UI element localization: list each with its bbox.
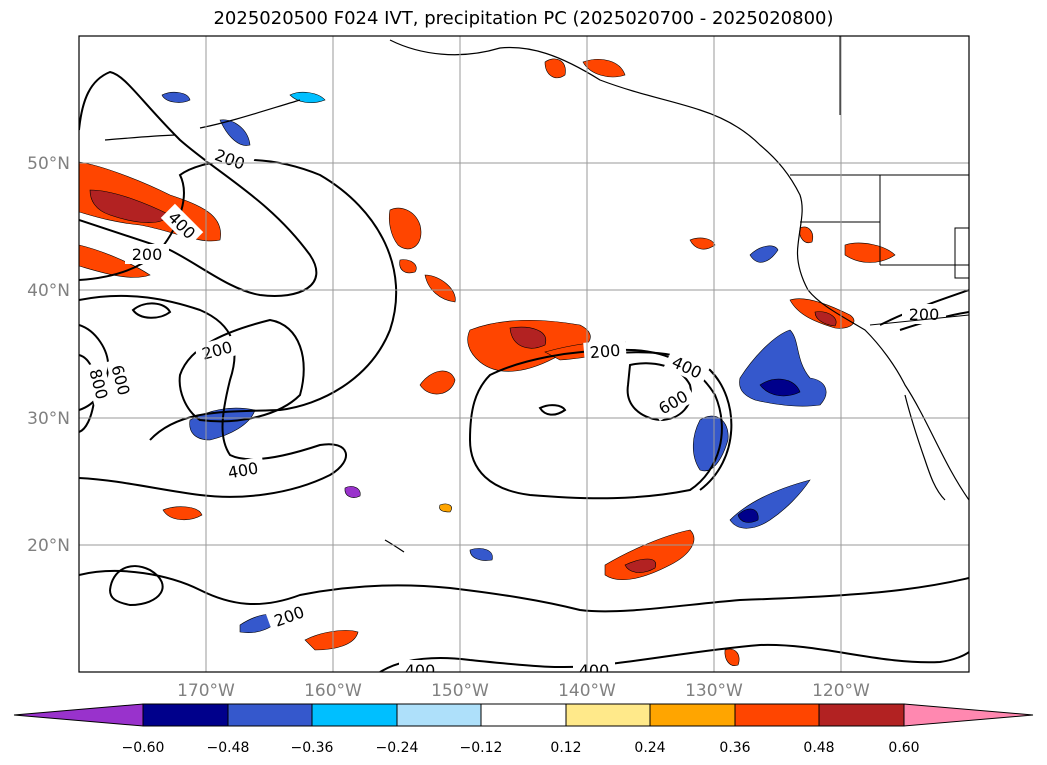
negative-region-south-east-core xyxy=(737,508,759,523)
lat-label: 50°N xyxy=(27,154,70,174)
lon-label: 140°W xyxy=(558,681,616,701)
ivt-contour-east-inner xyxy=(626,362,692,422)
positive-region-northeast-coast-2 xyxy=(582,59,626,78)
positive-region-west-central xyxy=(419,370,456,395)
chart-title: 2025020500 F024 IVT, precipitation PC (2… xyxy=(213,8,834,29)
positive-region-mid-1 xyxy=(399,259,417,274)
colorbar-segment xyxy=(649,703,736,727)
negative-region-purple xyxy=(344,486,361,498)
colorbar-segment xyxy=(480,703,567,727)
colorbar-segment xyxy=(396,703,482,727)
border-us-mexico xyxy=(869,314,969,326)
ivt-contour-bottom-400 xyxy=(379,643,969,672)
colorbar-segment xyxy=(565,703,651,727)
contour-label: 400 xyxy=(405,661,436,680)
negative-region-central-east xyxy=(692,415,729,472)
positive-region-north-central xyxy=(388,207,422,250)
lon-label: 170°W xyxy=(177,681,235,701)
colorbar-segment xyxy=(13,703,144,727)
colorbar-segment xyxy=(311,703,398,727)
lon-label: 130°W xyxy=(685,681,743,701)
colorbar-segment xyxy=(903,703,1034,727)
ivt-contour-northwest xyxy=(79,70,318,297)
positive-region-subtropical-core xyxy=(624,558,657,573)
colorbar-tick-label: −0.60 xyxy=(122,740,165,756)
plot-frame xyxy=(78,35,970,673)
contour-label-layer: 200 400 200 200 800 600 400 200 400 600 … xyxy=(83,141,946,680)
contour-label: 200 xyxy=(909,305,940,324)
coastline-hawaii xyxy=(384,539,405,553)
positive-region-south xyxy=(304,630,359,651)
negative-region-east-pacific-core xyxy=(759,378,801,397)
positive-region-south-small xyxy=(724,648,740,666)
colorbar-segment xyxy=(227,703,313,727)
colorbar xyxy=(13,703,1034,727)
colorbar-ticks: −0.60 −0.48 −0.36 −0.24 −0.12 0.12 0.24 … xyxy=(122,740,920,756)
colorbar-tick-label: 0.60 xyxy=(888,740,919,756)
colorbar-tick-label: −0.48 xyxy=(207,740,250,756)
colorbar-tick-label: 0.36 xyxy=(719,740,750,756)
negative-region-oregon-coast xyxy=(749,245,779,263)
positive-region-mid-2 xyxy=(424,274,456,303)
contour-label: 200 xyxy=(589,341,621,363)
positive-region-southwest xyxy=(162,506,203,520)
ivt-contour-small-loop xyxy=(131,302,172,319)
colorbar-segment xyxy=(142,703,229,727)
positive-region-central-core xyxy=(509,326,547,349)
negative-region-east-pacific xyxy=(739,329,827,407)
gridlines xyxy=(79,36,969,672)
ivt-contours xyxy=(79,70,969,672)
lon-label: 120°W xyxy=(812,681,870,701)
colorbar-tick-label: −0.12 xyxy=(460,740,503,756)
lat-label: 30°N xyxy=(27,409,70,429)
positive-region-east-small xyxy=(689,237,716,250)
lat-label: 40°N xyxy=(27,281,70,301)
positive-region-northeast-coast-1 xyxy=(544,58,566,79)
border-states-3 xyxy=(954,227,969,279)
colorbar-segment xyxy=(734,703,820,727)
contour-label: 400 xyxy=(579,661,610,680)
negative-region-hawaii xyxy=(469,548,493,561)
ivt-contour-south-200 xyxy=(79,570,969,613)
lon-label: 150°W xyxy=(431,681,489,701)
colorbar-tick-label: 0.12 xyxy=(550,740,581,756)
colorbar-tick-label: 0.48 xyxy=(803,740,834,756)
latitude-labels: 50°N 40°N 30°N 20°N xyxy=(27,154,70,556)
colorbar-tick-label: 0.24 xyxy=(634,740,665,756)
political-borders xyxy=(790,36,969,326)
ivt-contour-south-loop xyxy=(109,565,164,607)
colorbar-tick-label: −0.24 xyxy=(376,740,419,756)
border-states-1 xyxy=(879,175,969,266)
ivt-contour-small-inner xyxy=(538,404,567,416)
map-plot-area: 200 400 200 200 800 600 400 200 400 600 … xyxy=(79,36,969,680)
coastline-aleutians xyxy=(104,99,301,141)
colorbar-tick-label: −0.36 xyxy=(291,740,334,756)
negative-region-northwest-2 xyxy=(219,119,251,146)
lat-label: 20°N xyxy=(27,536,70,556)
coastline-alaska xyxy=(389,39,969,501)
positive-region-northwest-core xyxy=(89,189,171,223)
positive-region-interior xyxy=(844,242,896,263)
ivt-contour-east-outer xyxy=(594,351,733,491)
longitude-labels: 170°W 160°W 150°W 140°W 130°W 120°W xyxy=(177,681,870,701)
ivt-contour-west-loop xyxy=(79,294,347,498)
colorbar-segment xyxy=(818,703,905,727)
contour-label: 200 xyxy=(132,245,163,264)
negative-region-northwest-1 xyxy=(161,91,191,103)
coastline-baja xyxy=(904,394,946,501)
lon-label: 160°W xyxy=(304,681,362,701)
positive-region-yellow-edge xyxy=(439,503,452,513)
coastlines xyxy=(104,39,969,553)
positive-region-oregon xyxy=(799,226,813,243)
positive-region-california-core xyxy=(814,311,837,327)
